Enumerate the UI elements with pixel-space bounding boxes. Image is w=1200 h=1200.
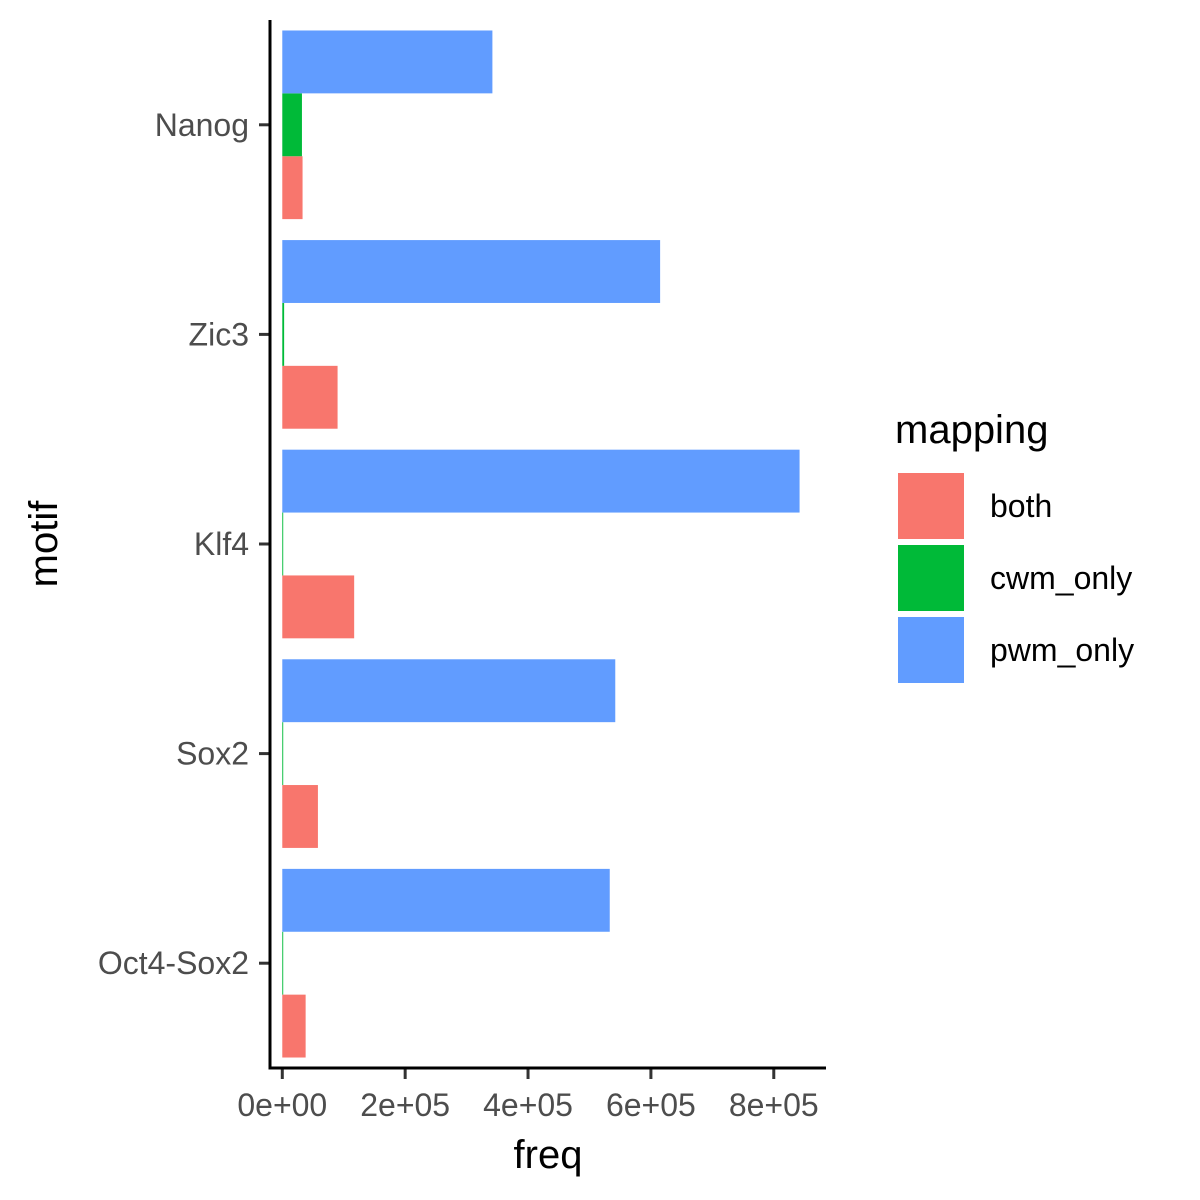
bar-sox2-cwm-only bbox=[282, 722, 284, 786]
bar-zic3-both bbox=[282, 365, 338, 429]
bars-group bbox=[282, 30, 800, 1058]
legend-title: mapping bbox=[895, 408, 1048, 452]
bar-oct4-sox2-cwm-only bbox=[282, 931, 284, 995]
bar-klf4-pwm-only bbox=[282, 449, 800, 513]
legend-key-both bbox=[898, 473, 964, 539]
y-tick-label-nanog: Nanog bbox=[155, 107, 249, 143]
x-tick-label-3: 6e+05 bbox=[606, 1087, 696, 1123]
bar-zic3-cwm-only bbox=[282, 302, 285, 366]
bar-klf4-both bbox=[282, 575, 355, 639]
bar-nanog-cwm-only bbox=[282, 93, 302, 157]
bar-sox2-pwm-only bbox=[282, 659, 616, 723]
bar-klf4-cwm-only bbox=[282, 512, 284, 576]
x-tick-label-4: 8e+05 bbox=[729, 1087, 819, 1123]
x-tick-label-0: 0e+00 bbox=[237, 1087, 327, 1123]
legend-key-cwm-only bbox=[898, 545, 964, 611]
x-tick-label-1: 2e+05 bbox=[360, 1087, 450, 1123]
y-tick-label-sox2: Sox2 bbox=[176, 736, 249, 772]
bar-oct4-sox2-both bbox=[282, 994, 306, 1058]
legend: mapping both cwm_only pwm_only bbox=[895, 408, 1134, 683]
legend-label-cwm-only: cwm_only bbox=[990, 560, 1132, 596]
x-axis-ticks: 0e+00 2e+05 4e+05 6e+05 8e+05 bbox=[237, 1068, 819, 1123]
y-axis-ticks: Nanog Zic3 Klf4 Sox2 Oct4-Sox2 bbox=[98, 107, 270, 981]
y-axis-title: motif bbox=[22, 500, 66, 588]
legend-label-pwm-only: pwm_only bbox=[990, 632, 1134, 668]
bar-nanog-both bbox=[282, 156, 303, 220]
x-axis-title: freq bbox=[514, 1133, 583, 1177]
bar-sox2-both bbox=[282, 785, 318, 848]
x-tick-label-2: 4e+05 bbox=[483, 1087, 573, 1123]
bar-zic3-pwm-only bbox=[282, 240, 661, 303]
legend-label-both: both bbox=[990, 488, 1052, 524]
bar-nanog-pwm-only bbox=[282, 30, 493, 94]
y-tick-label-klf4: Klf4 bbox=[194, 526, 249, 562]
legend-key-pwm-only bbox=[898, 617, 964, 683]
y-tick-label-zic3: Zic3 bbox=[189, 316, 249, 352]
y-tick-label-oct4-sox2: Oct4-Sox2 bbox=[98, 945, 249, 981]
bar-oct4-sox2-pwm-only bbox=[282, 868, 610, 932]
